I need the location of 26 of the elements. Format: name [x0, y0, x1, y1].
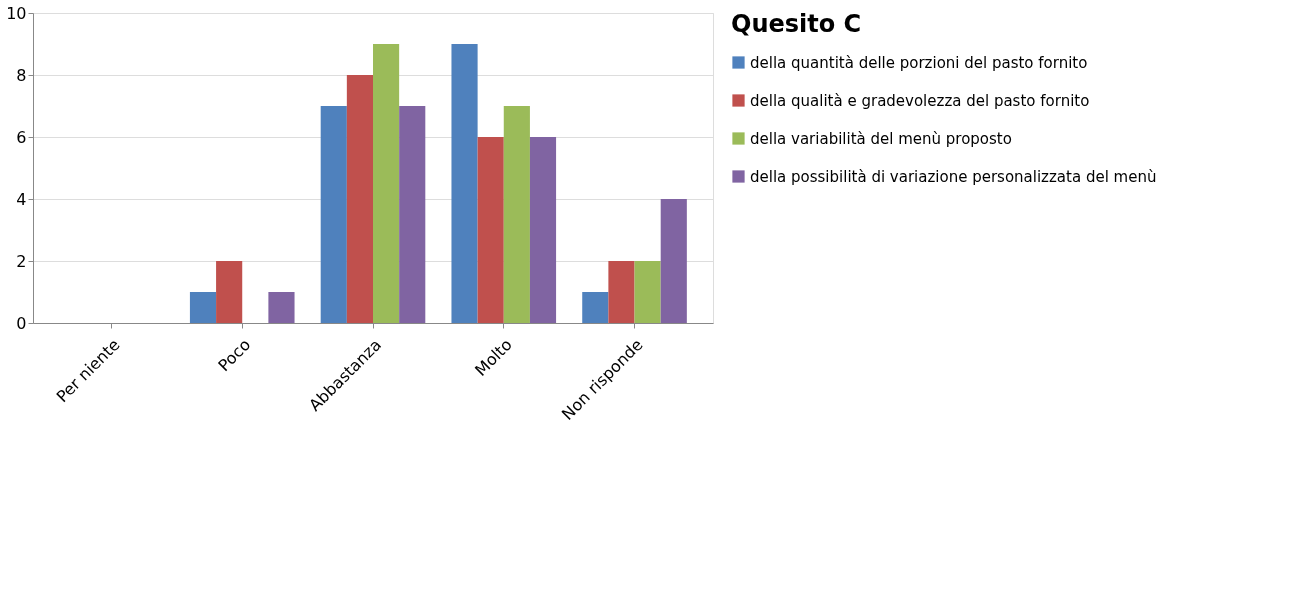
bar [320, 106, 347, 323]
y-tick-label: 4 [16, 189, 27, 209]
bar [216, 261, 243, 323]
bar [634, 261, 661, 323]
bar [529, 137, 557, 323]
bar [373, 44, 400, 323]
legend-label: della variabilità del menù proposto [750, 129, 1012, 148]
text: Quesito C [731, 10, 862, 38]
bar [608, 261, 635, 323]
legend-label: della quantità delle porzioni del pasto fornito [750, 53, 1088, 72]
y-tick-label: 8 [16, 65, 27, 85]
bar [582, 292, 609, 323]
y-tick-label: 2 [16, 251, 27, 271]
y-tick-label: 0 [16, 313, 27, 333]
bar [503, 106, 530, 323]
bar [346, 75, 373, 323]
y-tick-label: 10 [6, 3, 27, 23]
bar [399, 106, 426, 323]
bar [477, 137, 504, 323]
y-tick-label: 6 [16, 127, 27, 147]
bar [189, 292, 217, 323]
bar [268, 292, 295, 323]
legend-label: della possibilità di variazione personalizzata del menù [750, 167, 1157, 186]
bar [660, 199, 687, 323]
bar [451, 44, 478, 323]
legend-label: della qualità e gradevolezza del pasto fornito [750, 91, 1090, 110]
